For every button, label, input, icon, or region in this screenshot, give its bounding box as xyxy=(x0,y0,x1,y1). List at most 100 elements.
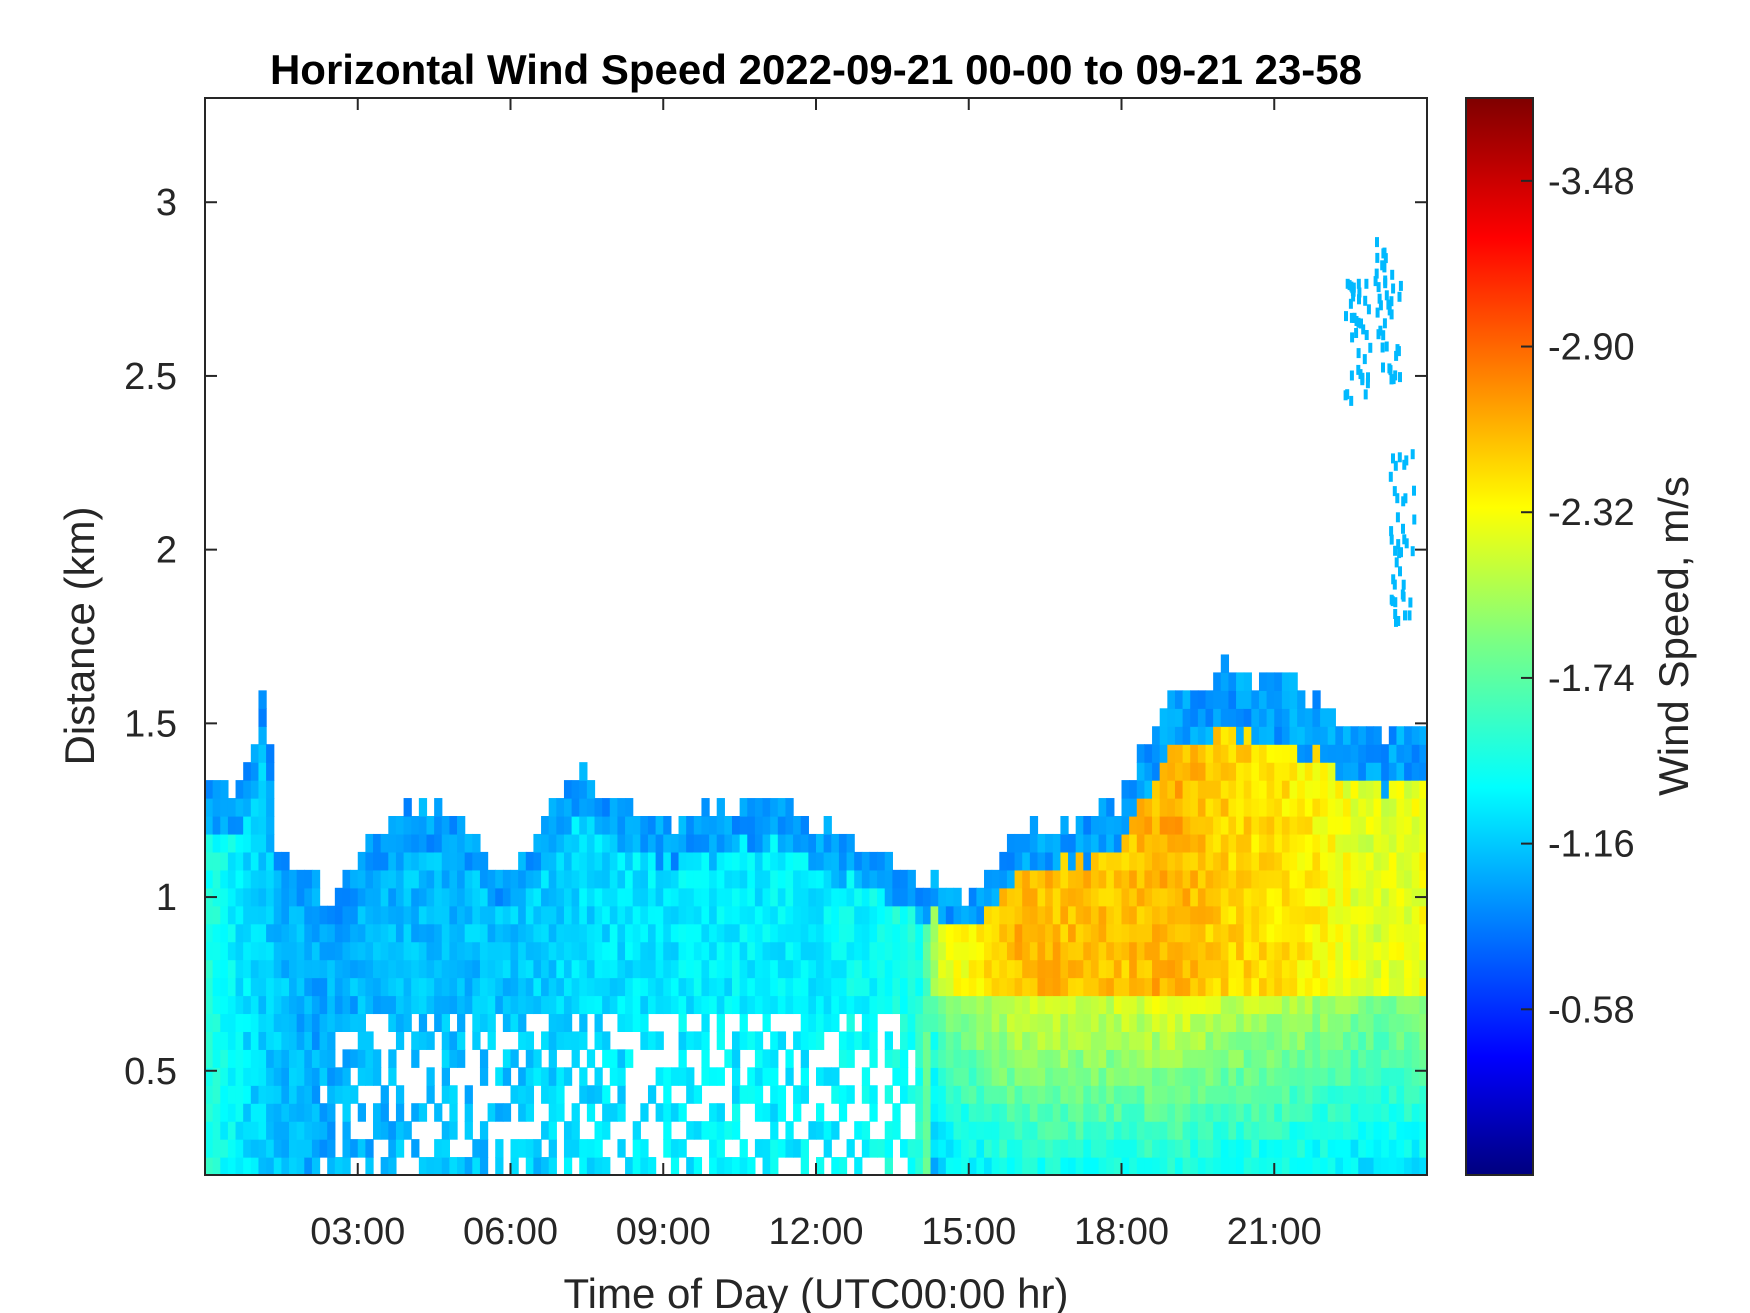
heatmap-cell xyxy=(266,1157,275,1175)
heatmap-cell xyxy=(1152,726,1161,745)
heatmap-cell xyxy=(846,959,855,979)
heatmap-cell xyxy=(816,1103,825,1122)
heatmap-cell xyxy=(212,959,221,979)
heatmap-cell xyxy=(350,1013,359,1032)
heatmap-cell xyxy=(227,1139,237,1158)
heatmap-cell xyxy=(1220,798,1230,817)
heatmap-cell xyxy=(800,1139,809,1158)
heatmap-cell xyxy=(777,798,787,817)
heatmap-cell xyxy=(525,1031,535,1050)
heatmap-cell xyxy=(518,1031,527,1050)
heatmap-cell xyxy=(1220,1067,1230,1086)
heatmap-cell xyxy=(525,1067,535,1086)
heatmap-cell xyxy=(311,887,321,907)
heatmap-cell xyxy=(334,1067,344,1086)
heatmap-cell xyxy=(250,1085,260,1104)
heatmap-cell xyxy=(625,959,634,979)
heatmap-cell xyxy=(1152,1103,1161,1122)
heatmap-cell xyxy=(296,977,305,997)
heatmap-cell xyxy=(1320,1067,1329,1086)
heatmap-cell xyxy=(289,1013,298,1032)
heatmap-cell xyxy=(739,1157,748,1175)
heatmap-cell xyxy=(1075,959,1084,979)
heatmap-cell xyxy=(1358,762,1367,781)
heatmap-cell xyxy=(1243,977,1252,997)
heatmap-cell xyxy=(541,995,550,1015)
heatmap-cell xyxy=(1327,1139,1336,1158)
heatmap-cell xyxy=(457,1157,466,1175)
heatmap-cell xyxy=(693,869,703,889)
heatmap-cell xyxy=(1289,1103,1298,1122)
heatmap-cell xyxy=(1190,798,1199,817)
heatmap-cell xyxy=(1342,869,1352,889)
heatmap-cell xyxy=(1045,1031,1054,1050)
heatmap-cell xyxy=(930,1013,939,1032)
heatmap-cell xyxy=(1167,1139,1176,1158)
heatmap-cell xyxy=(502,1067,512,1086)
heatmap-cell xyxy=(1205,905,1214,925)
heatmap-cell xyxy=(1358,798,1367,817)
heatmap-cell xyxy=(1121,1103,1130,1122)
heatmap-cell xyxy=(1037,1103,1046,1122)
heatmap-cell xyxy=(709,905,718,925)
heatmap-cell xyxy=(1060,977,1069,997)
heatmap-cell xyxy=(1350,1139,1359,1158)
heatmap-cell xyxy=(1190,744,1199,763)
heatmap-cell xyxy=(747,959,756,979)
heatmap-cell xyxy=(502,887,512,907)
heatmap-cell xyxy=(472,905,481,925)
heatmap-cell xyxy=(1174,798,1184,817)
heatmap-cell xyxy=(350,887,359,907)
heatmap-cell xyxy=(724,959,733,979)
heatmap-cell xyxy=(533,1157,542,1175)
heatmap-cell xyxy=(709,941,718,961)
heatmap-cell xyxy=(479,1013,489,1032)
heatmap-cell xyxy=(625,869,634,889)
heatmap-cell xyxy=(1136,744,1146,763)
heatmap-cell xyxy=(1411,977,1420,997)
heatmap-cell xyxy=(808,995,817,1015)
heatmap-cell xyxy=(1404,1157,1413,1175)
heatmap-cell xyxy=(1358,1085,1367,1104)
heatmap-cell xyxy=(350,905,359,925)
heatmap-cell xyxy=(1029,833,1039,853)
heatmap-cell xyxy=(655,995,664,1015)
heatmap-cell xyxy=(434,1139,443,1158)
heatmap-cell xyxy=(991,1031,1000,1050)
heatmap-cell xyxy=(579,816,588,835)
heatmap-cell xyxy=(1167,887,1176,907)
heatmap-cell xyxy=(1266,1103,1275,1122)
heatmap-cell xyxy=(678,851,687,871)
heatmap-cell xyxy=(510,887,519,907)
heatmap-cell xyxy=(1335,762,1344,781)
heatmap-cell xyxy=(571,977,580,997)
colorbar xyxy=(1465,97,1534,1176)
heatmap-cell xyxy=(1129,995,1138,1015)
heatmap-cell xyxy=(922,977,932,997)
heatmap-cell xyxy=(1052,941,1061,961)
heatmap-cell xyxy=(1404,744,1413,763)
heatmap-cell xyxy=(449,1157,458,1175)
heatmap-cell xyxy=(1106,1049,1115,1068)
heatmap-cell xyxy=(1274,1013,1283,1032)
heatmap-cell xyxy=(945,959,955,979)
heatmap-cell xyxy=(472,995,481,1015)
heatmap-cell xyxy=(1045,1085,1054,1104)
heatmap-cell xyxy=(518,923,527,943)
heatmap-cell xyxy=(1075,869,1084,889)
heatmap-cell xyxy=(1297,744,1306,763)
heatmap-cell xyxy=(1320,923,1329,943)
heatmap-cell xyxy=(1144,1031,1153,1050)
heatmap-cell xyxy=(1075,1049,1084,1068)
heatmap-cell xyxy=(449,833,458,853)
heatmap-cell xyxy=(1182,1013,1191,1032)
heatmap-cell xyxy=(731,887,741,907)
heatmap-cell xyxy=(563,1157,573,1175)
heatmap-cell xyxy=(701,833,710,853)
heatmap-cell xyxy=(1052,851,1061,871)
heatmap-cell xyxy=(327,959,336,979)
heatmap-cell xyxy=(976,1121,985,1140)
heatmap-cell xyxy=(1281,690,1291,709)
heatmap-cell xyxy=(1136,995,1146,1015)
heatmap-cell xyxy=(586,923,596,943)
